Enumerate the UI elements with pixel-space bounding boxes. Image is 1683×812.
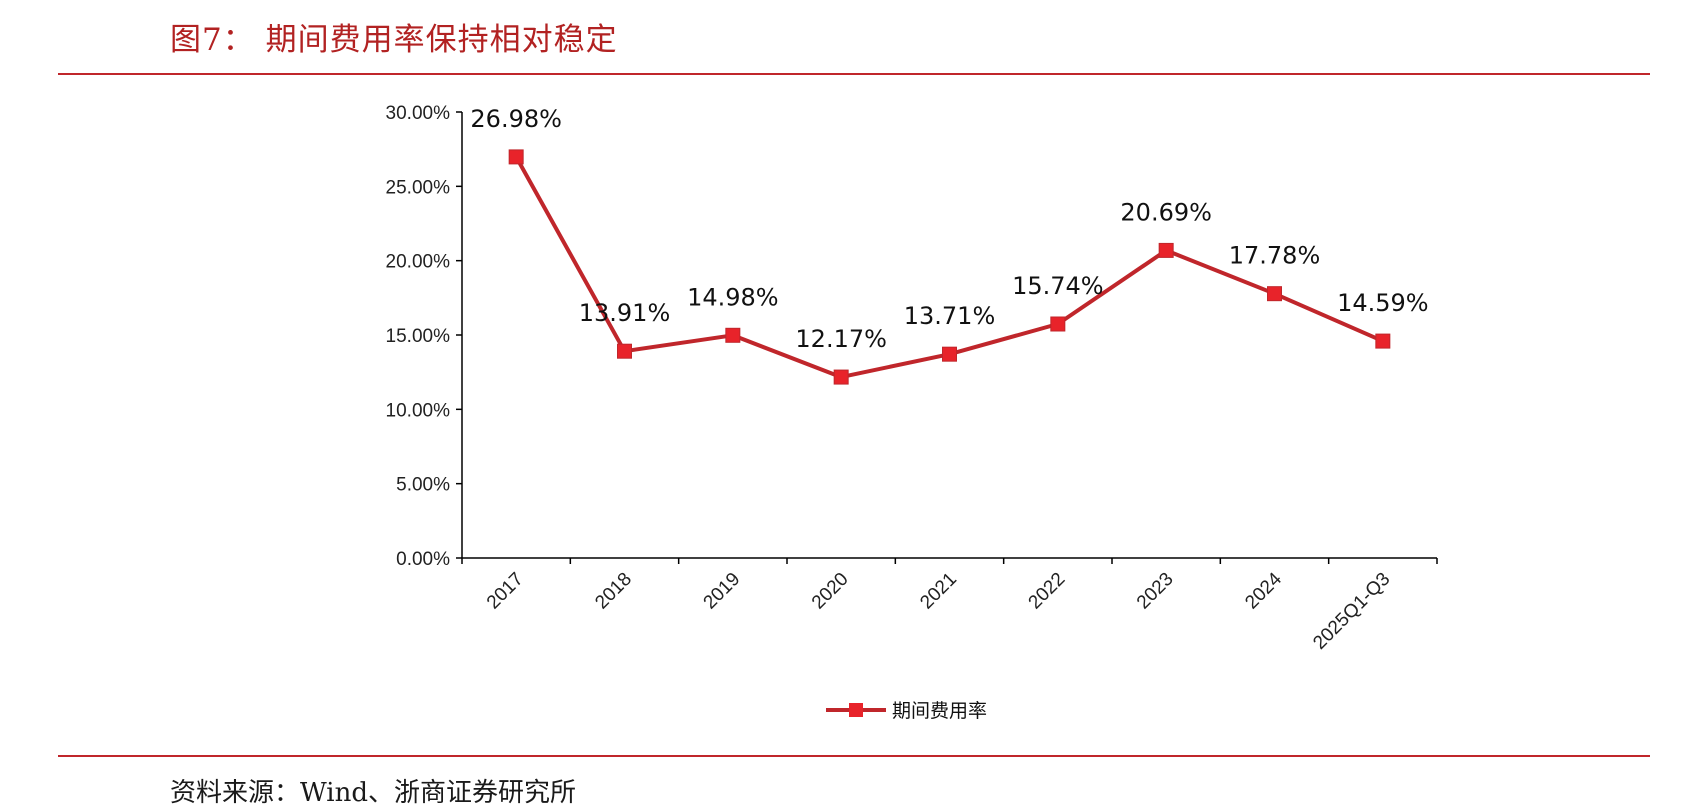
legend-label: 期间费用率 (892, 700, 987, 722)
y-tick-label: 15.00% (386, 326, 451, 347)
legend-marker-swatch (849, 703, 863, 717)
data-label: 13.91% (579, 299, 671, 327)
data-point-marker (617, 343, 632, 359)
x-tick-label: 2024 (1241, 568, 1286, 613)
data-label: 26.98% (470, 105, 562, 133)
data-point-marker (1050, 316, 1066, 332)
data-label: 17.78% (1229, 242, 1321, 270)
data-label: 20.69% (1120, 198, 1212, 226)
data-point-marker (508, 149, 524, 165)
figure-title: 图7： 期间费用率保持相对稳定 (170, 22, 618, 58)
y-tick-label: 20.00% (386, 252, 451, 273)
data-label: 14.98% (687, 283, 779, 311)
x-tick-label: 2020 (808, 569, 853, 614)
x-tick-label: 2022 (1025, 569, 1070, 614)
x-tick-label: 2017 (483, 569, 528, 614)
data-label: 15.74% (1012, 272, 1104, 300)
data-point-marker (833, 369, 849, 385)
bottom-divider (58, 755, 1650, 757)
data-labels: 26.98% 13.91% 14.98% 12.17% 13.71% 15.74% 20.6… (470, 105, 1428, 353)
x-axis-ticks: 2017 2018 2019 2020 2021 2022 2023 2024 2025Q1-Q… (461, 558, 1438, 654)
data-point-marker (1267, 286, 1282, 302)
x-tick-label: 2018 (591, 569, 636, 614)
x-tick-label: 2025Q1-Q3 (1309, 569, 1394, 654)
legend: 期间费用率 (826, 700, 987, 722)
source-note: 资料来源：Wind、浙商证券研究所 (170, 778, 576, 808)
y-tick-label: 10.00% (386, 400, 451, 421)
y-axis-ticks: 0.00% 5.00% 10.00% 15.00% 20.00% 25.00% 30.00% (386, 103, 462, 570)
data-point-marker (942, 346, 957, 362)
x-tick-label: 2021 (916, 569, 961, 614)
y-tick-label: 30.00% (386, 103, 451, 124)
x-tick-label: 2019 (700, 569, 745, 614)
top-divider (58, 73, 1650, 75)
y-tick-label: 25.00% (386, 177, 451, 198)
data-label: 13.71% (904, 302, 996, 330)
data-label: 12.17% (795, 325, 887, 353)
chart-axes (461, 112, 1437, 559)
data-point-marker (1158, 242, 1174, 258)
series-group (508, 149, 1391, 385)
y-tick-label: 0.00% (396, 549, 450, 570)
data-point-marker (1375, 333, 1391, 349)
y-tick-label: 5.00% (396, 475, 450, 496)
data-label: 14.59% (1337, 289, 1429, 317)
data-point-marker (725, 327, 741, 343)
x-tick-label: 2023 (1133, 569, 1178, 614)
